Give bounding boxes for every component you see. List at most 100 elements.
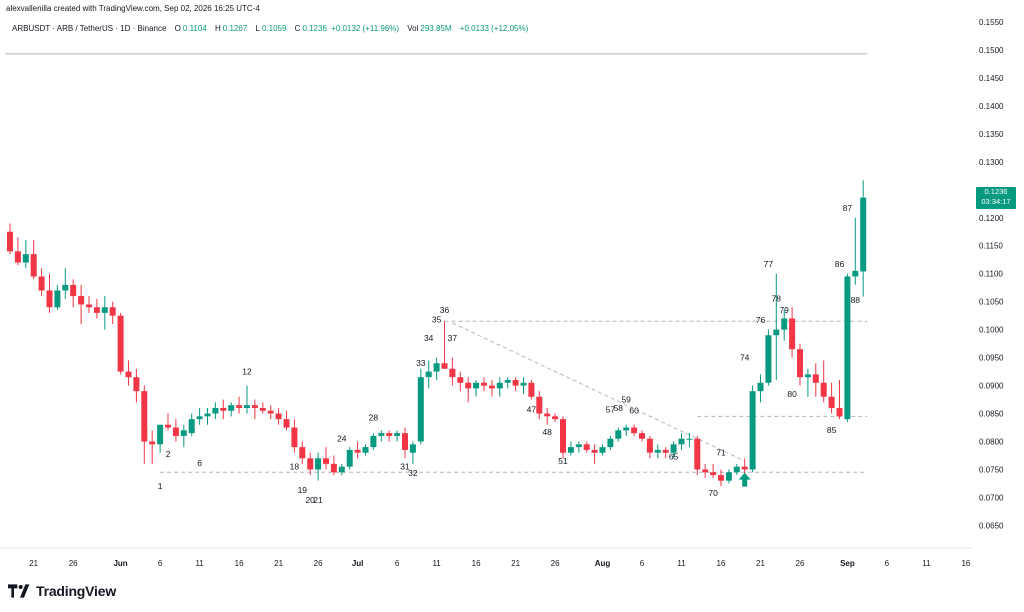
y-tick-label: 0.0950 [979, 354, 1004, 363]
up-arrow-icon [738, 472, 751, 487]
symbol-label[interactable]: ARBUSDT · ARB / TetherUS · 1D · Binance [12, 24, 167, 33]
candle-body [78, 296, 85, 305]
x-tick-label: Sep [840, 559, 855, 568]
candle-body [836, 407, 843, 417]
last-price-tag: 0.1236 03:34:17 [976, 186, 1016, 209]
candle-body [733, 466, 740, 473]
x-tick-label: 11 [922, 559, 931, 568]
candle-body [236, 405, 243, 408]
candle-body [425, 371, 432, 378]
candle-body [70, 284, 77, 297]
candle-body [560, 419, 566, 453]
wave-count-label: 58 [614, 403, 624, 413]
y-tick-label: 0.1100 [979, 270, 1003, 279]
candle-body [117, 315, 124, 372]
candle-body [7, 231, 13, 252]
candle-body [133, 377, 140, 392]
y-tick-label: 0.1050 [979, 298, 1004, 307]
y-tick-label: 0.1300 [979, 158, 1004, 167]
wave-count-label: 6 [197, 458, 202, 468]
candle-body [441, 363, 448, 369]
tradingview-brand[interactable]: TradingView [8, 583, 116, 599]
chart-caption: alexvallenilla created with TradingView.… [6, 4, 260, 13]
candle-body [449, 368, 456, 378]
x-tick-label: 21 [511, 559, 520, 568]
candle-body [749, 391, 756, 470]
low-value: 0.1059 [261, 24, 287, 33]
x-tick-label: 21 [756, 559, 765, 568]
candle-body [251, 405, 258, 408]
candle-body [481, 382, 487, 386]
candle-body [457, 377, 464, 383]
x-tick-label: 26 [551, 559, 560, 568]
candle-body [465, 382, 472, 389]
wave-count-label: 65 [669, 451, 679, 461]
candle-body [631, 427, 638, 434]
y-tick-label: 0.0900 [979, 382, 1004, 391]
wave-count-label: 2 [166, 449, 171, 459]
ohlc-legend: ARBUSDT · ARB / TetherUS · 1D · Binance … [12, 24, 530, 33]
candle-body [615, 430, 622, 439]
open-label: O [174, 24, 181, 33]
candle-body [307, 458, 314, 470]
wave-count-label: 85 [827, 425, 837, 435]
wave-count-label: 37 [448, 333, 458, 343]
candle-body [741, 466, 748, 470]
candle-body [567, 447, 574, 453]
y-tick-label: 0.0700 [979, 493, 1004, 502]
wave-count-label: 47 [527, 404, 537, 414]
wave-count-label: 77 [764, 259, 774, 269]
candle-body [765, 335, 772, 383]
wave-count-label: 20 [305, 495, 315, 505]
wave-count-label: 31 [400, 461, 410, 471]
candle-body [228, 405, 235, 411]
candle-body [773, 329, 780, 336]
candle-body [244, 405, 250, 408]
candle-body [330, 463, 337, 473]
candle-body [591, 449, 598, 453]
y-tick-label: 0.1500 [979, 46, 1004, 55]
candle-body [757, 382, 764, 392]
y-tick-label: 0.1550 [979, 18, 1004, 27]
y-tick-label: 0.0850 [979, 410, 1004, 419]
wave-count-label: 28 [369, 412, 379, 422]
candle-body [662, 449, 669, 453]
candle-body [212, 407, 219, 414]
candle-body [820, 382, 827, 397]
candle-body [670, 444, 677, 453]
x-tick-label: 16 [717, 559, 726, 568]
candle-body [804, 374, 811, 378]
y-tick-label: 0.1200 [979, 214, 1004, 223]
candle-body [718, 475, 724, 481]
candle-body [204, 413, 211, 417]
candle-body [812, 374, 819, 383]
candle-body [789, 318, 796, 350]
candle-body [781, 318, 788, 330]
candle-body [54, 290, 61, 308]
last-price-value: 0.1236 [984, 186, 1008, 196]
candle-body [149, 441, 156, 445]
candle-body [394, 433, 401, 436]
brand-name: TradingView [36, 583, 117, 599]
candle-body [702, 469, 709, 473]
wave-count-label: 48 [542, 427, 552, 437]
candle-body [30, 254, 37, 277]
y-tick-label: 0.1450 [979, 74, 1004, 83]
candle-body [725, 472, 732, 481]
candle-body [354, 449, 361, 453]
x-tick-label: 21 [274, 559, 283, 568]
x-tick-label: Jun [113, 559, 127, 568]
x-tick-label: Jul [352, 559, 364, 568]
wave-count-label: 59 [621, 394, 631, 404]
wave-count-label: 57 [606, 404, 616, 414]
candle-body [488, 385, 495, 389]
wave-count-label: 19 [298, 485, 308, 495]
candle-body [496, 382, 503, 389]
y-tick-label: 0.1400 [979, 102, 1004, 111]
candle-body [196, 416, 203, 420]
x-tick-label: 26 [796, 559, 805, 568]
candle-body [654, 449, 661, 453]
candle-body [544, 413, 551, 417]
x-tick-label: 11 [677, 559, 686, 568]
